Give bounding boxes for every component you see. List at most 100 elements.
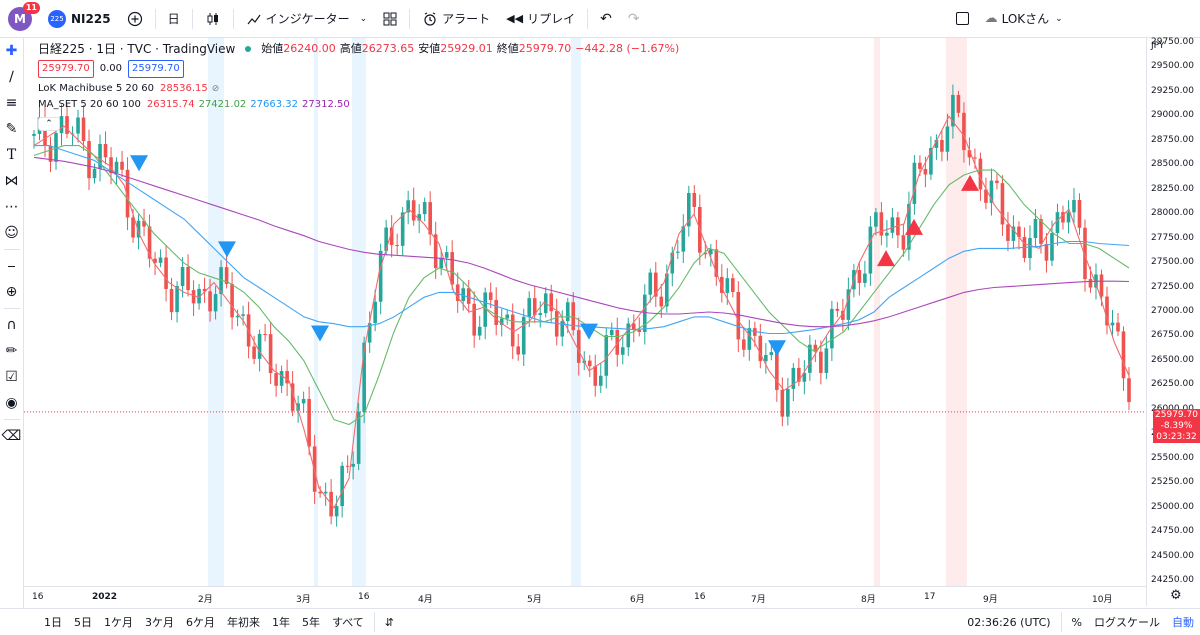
candle-body xyxy=(984,189,988,203)
brush-tool[interactable]: ✎ xyxy=(0,116,24,142)
symbol-search-button[interactable]: 225 NI225 xyxy=(40,0,119,38)
candle-body xyxy=(252,346,256,359)
user-avatar[interactable]: M 11 xyxy=(8,1,40,31)
ruler-tool[interactable]: ⎯ xyxy=(0,253,24,279)
range-button[interactable]: 1年 xyxy=(272,616,290,629)
candle-body xyxy=(659,296,664,307)
countdown: 03:23:32 xyxy=(1156,432,1197,442)
visibility-tool[interactable]: ◉ xyxy=(0,390,24,416)
fullscreen-button[interactable] xyxy=(948,0,977,38)
emoji-tool[interactable]: ☺ xyxy=(0,220,24,246)
percent-toggle[interactable]: % xyxy=(1071,615,1082,629)
time-tick-label: 16 xyxy=(694,592,706,602)
indicators-button[interactable]: インジケーター ⌄ xyxy=(238,0,376,38)
candle-body xyxy=(956,94,961,113)
layout-name-button[interactable]: ☁ LOKさん ⌄ xyxy=(977,0,1071,38)
undo-button[interactable]: ↶ xyxy=(592,0,620,38)
indicator-row[interactable]: MA_SET 5 20 60 100 26315.74 27421.02 276… xyxy=(38,97,683,113)
open-value: 26240.00 xyxy=(283,42,336,55)
range-button[interactable]: 5年 xyxy=(302,616,320,629)
range-button[interactable]: 3ケ月 xyxy=(145,616,174,629)
price-tick-label: 29000.00 xyxy=(1151,110,1194,121)
ask-button[interactable]: 25979.70 xyxy=(127,60,184,78)
legend-collapse-button[interactable]: ⌃ xyxy=(38,117,60,131)
ma-line-ma-100 xyxy=(33,156,1130,328)
crosshair-tool[interactable]: ✚ xyxy=(0,38,24,64)
remove-drawings-tool[interactable]: ⌫ xyxy=(0,423,24,449)
pattern-tool[interactable]: ⋈ xyxy=(0,168,24,194)
log-scale-toggle[interactable]: ログスケール xyxy=(1094,616,1160,629)
avatar-letter: M xyxy=(14,11,26,26)
candle-body xyxy=(786,388,790,417)
trendline-tool[interactable]: ∕ xyxy=(0,64,24,90)
close-value: 25979.70 xyxy=(518,42,572,55)
lock-tool[interactable]: ☑ xyxy=(0,364,24,390)
fib-tool[interactable]: ≡ xyxy=(0,90,24,116)
price-axis[interactable]: JPY 29750.00 29500.00 29250.00 29000.00 2875… xyxy=(1146,37,1200,606)
replay-button[interactable]: ◀◀ リプレイ xyxy=(498,0,583,38)
price-tick-label: 27500.00 xyxy=(1151,257,1194,268)
candle-body xyxy=(373,301,377,324)
add-symbol-button[interactable] xyxy=(119,0,151,38)
alarm-clock-icon xyxy=(424,11,436,26)
range-button[interactable]: 1日 xyxy=(44,616,62,629)
stay-drawing-tool[interactable]: ✏ xyxy=(0,338,24,364)
candle-body xyxy=(345,465,350,467)
candle-body xyxy=(213,294,218,312)
time-tick-label: 16 xyxy=(358,592,370,602)
candle-body xyxy=(98,144,102,169)
currency-label[interactable]: JPY xyxy=(1151,41,1165,51)
high-key: 高値 xyxy=(339,42,362,55)
candle-body xyxy=(967,150,972,158)
candle-body xyxy=(455,284,460,301)
candle-body xyxy=(285,371,289,384)
series-title[interactable]: 日経225 · 1日 · TVC · TradingView xyxy=(38,42,236,56)
candle-body xyxy=(918,162,922,169)
price-tick-label: 27000.00 xyxy=(1151,306,1194,316)
alert-button[interactable]: アラート xyxy=(414,0,498,38)
redo-button[interactable]: ↷ xyxy=(620,0,648,38)
ma60-value: 27663.32 xyxy=(250,99,299,110)
candle-body xyxy=(1066,212,1071,223)
utc-clock[interactable]: 02:36:26 (UTC) xyxy=(967,615,1051,629)
candle-body xyxy=(1110,322,1115,326)
candle-body xyxy=(863,273,867,283)
candle-body xyxy=(1072,199,1076,213)
chart-type-button[interactable] xyxy=(197,0,229,38)
time-axis[interactable]: 16 2022 2月 3月 16 4月 5月 6月 16 7月 8月 17 9月 10月 xyxy=(24,586,1146,608)
candle-body xyxy=(301,398,306,404)
candle-body xyxy=(929,147,933,175)
candle-body xyxy=(857,270,862,283)
bid-button[interactable]: 25979.70 xyxy=(38,60,94,78)
range-button[interactable]: 5日 xyxy=(74,616,92,629)
candle-body xyxy=(620,347,625,355)
candle-body xyxy=(549,293,554,312)
measure-tool[interactable]: ⋯ xyxy=(0,194,24,220)
interval-button[interactable]: 日 xyxy=(167,12,180,26)
zoom-tool[interactable]: ⊕ xyxy=(0,279,24,305)
candle-body xyxy=(191,290,196,304)
candle-body xyxy=(841,310,845,320)
magnet-tool[interactable]: ∩ xyxy=(0,312,24,338)
layout-templates-button[interactable] xyxy=(375,0,405,38)
text-tool[interactable]: T xyxy=(0,142,24,168)
candle-body xyxy=(604,335,609,376)
range-button[interactable]: 6ケ月 xyxy=(186,616,215,629)
chart-settings-button[interactable]: ⚙ xyxy=(1170,588,1182,603)
candle-body xyxy=(153,258,157,263)
auto-scale-toggle[interactable]: 自動 xyxy=(1172,616,1194,629)
candle-body xyxy=(356,411,361,464)
divider xyxy=(3,419,20,420)
goto-date-button[interactable]: ⇵ xyxy=(379,616,400,629)
ruler-icon: ⎯ xyxy=(8,258,15,274)
candle-body xyxy=(609,329,614,336)
range-button[interactable]: すべて xyxy=(332,616,364,629)
time-tick-label: 10月 xyxy=(1092,595,1113,605)
indicator-row[interactable]: LoK Machibuse 5 20 60 28536.15 ⊘ xyxy=(38,81,683,97)
candle-body xyxy=(120,161,124,170)
candle-body xyxy=(764,355,768,362)
range-button[interactable]: 年初来 xyxy=(227,616,260,629)
range-button[interactable]: 1ケ月 xyxy=(104,616,133,629)
candle-body xyxy=(109,157,113,174)
